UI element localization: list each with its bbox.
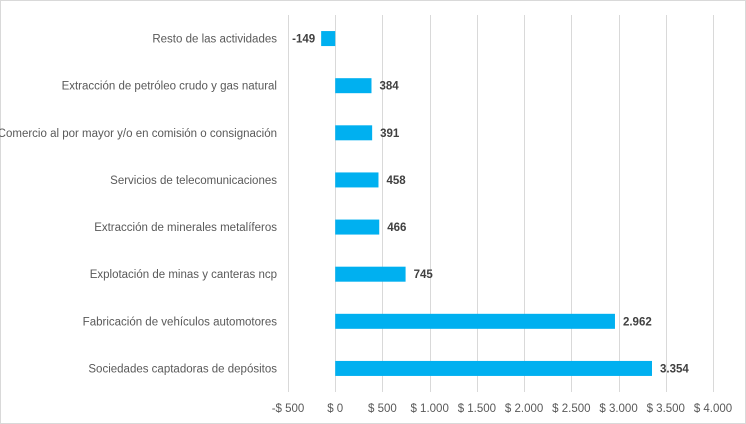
category-label: Comercio al por mayor y/o en comisión o … xyxy=(0,128,277,140)
category-labels: Resto de las actividades Extracción de pe… xyxy=(0,34,277,376)
bar xyxy=(335,360,652,376)
category-label: Sociedades captadoras de depósitos xyxy=(88,363,277,375)
x-tick-labels: -$ 500 $ 0 $ 500 $ 1.000 $ 1.500 $ 2.000 $ 2.5… xyxy=(272,403,732,415)
bar xyxy=(335,266,406,282)
category-label: Resto de las actividades xyxy=(152,34,277,46)
x-tick-label: $ 500 xyxy=(368,403,397,415)
bar xyxy=(335,78,372,94)
gridlines xyxy=(288,15,714,392)
data-label: 3.354 xyxy=(660,363,689,375)
x-tick-label: $ 0 xyxy=(327,403,343,415)
x-tick-label: $ 2.500 xyxy=(552,403,590,415)
bar xyxy=(335,313,615,329)
x-tick-label: -$ 500 xyxy=(272,403,305,415)
x-tick-label: $ 3.000 xyxy=(599,403,637,415)
bar xyxy=(335,172,379,188)
category-label: Extracción de petróleo crudo y gas natur… xyxy=(62,81,277,93)
data-label: 384 xyxy=(379,81,399,93)
data-labels: -149 384 391 458 466 745 2.962 3.354 xyxy=(292,34,689,376)
data-label: 391 xyxy=(380,128,400,140)
x-tick-label: $ 1.000 xyxy=(410,403,448,415)
bar xyxy=(321,31,336,47)
data-label: 466 xyxy=(387,222,406,234)
x-tick-label: $ 1.500 xyxy=(458,403,496,415)
category-label: Extracción de minerales metalíferos xyxy=(94,222,277,234)
data-label: 458 xyxy=(386,175,406,187)
bar xyxy=(335,219,380,235)
data-label: 2.962 xyxy=(623,316,652,328)
category-label: Servicios de telecomunicaciones xyxy=(110,175,277,187)
data-label: 745 xyxy=(414,269,434,281)
x-tick-label: $ 2.000 xyxy=(505,403,543,415)
bar xyxy=(335,125,373,141)
data-label: -149 xyxy=(292,34,315,46)
category-label: Explotación de minas y canteras ncp xyxy=(90,269,277,281)
x-tick-label: $ 3.500 xyxy=(647,403,685,415)
x-tick-label: $ 4.000 xyxy=(694,403,732,415)
category-label: Fabricación de vehículos automotores xyxy=(83,316,278,328)
bars xyxy=(321,31,652,376)
